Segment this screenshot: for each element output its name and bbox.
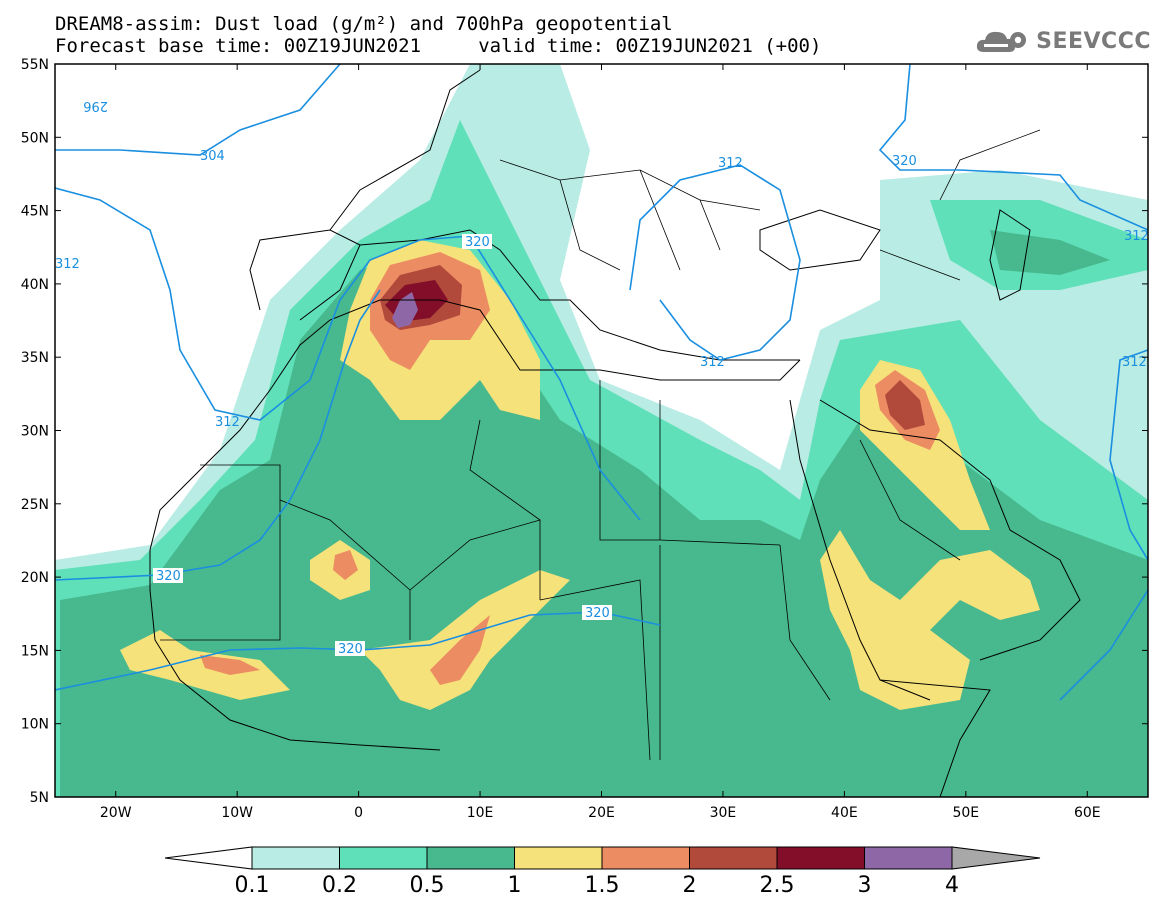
- lat-label: 40N: [21, 277, 49, 293]
- colorbar-label: 1.5: [585, 873, 620, 898]
- lat-label: 55N: [21, 57, 49, 73]
- lat-label: 20N: [21, 570, 49, 586]
- colorbar-over: [951, 846, 1041, 870]
- dust-level-1-5-niger: [430, 615, 490, 685]
- coast-arabia: [819, 399, 1081, 661]
- contour-label-312-iran: 312: [1122, 355, 1147, 370]
- contour-label-320-tunisia: 320: [465, 235, 490, 250]
- contour-304: [55, 64, 341, 156]
- colorbar-swatch: [514, 846, 603, 870]
- lon-label: 20W: [100, 805, 132, 821]
- colorbar: 0.1 0.2 0.5 1 1.5 2 2.5 3 4: [164, 846, 1041, 898]
- lat-label: 30N: [21, 424, 49, 440]
- colorbar-swatch: [426, 846, 515, 870]
- coast-north-africa: [380, 299, 801, 381]
- contour-label-320-ne: 320: [892, 154, 917, 169]
- lat-label: 50N: [21, 130, 49, 146]
- colorbar-under: [164, 846, 253, 870]
- contour-label-320-west: 320: [156, 569, 181, 584]
- contour-312-sw: [1059, 589, 1148, 701]
- lon-label: 60E: [1074, 805, 1101, 821]
- contour-labels: [153, 234, 612, 656]
- dust-level-1-5-mali: [333, 550, 358, 580]
- colorbar-label: 4: [945, 873, 959, 898]
- lat-label: 35N: [21, 350, 49, 366]
- map-title: DREAM8-assim: Dust load (g/m²) and 700hP…: [55, 13, 673, 35]
- colorbar-swatch: [776, 846, 865, 870]
- colorbar-label: 0.1: [235, 873, 270, 898]
- colorbar-swatch: [689, 846, 778, 870]
- contour-label-320-chad: 320: [585, 606, 610, 621]
- contour-label-312-med-s: 312: [700, 355, 725, 370]
- contour-312-med: [629, 164, 801, 361]
- coast-red-sea: [789, 399, 931, 701]
- colorbar-label: 2.5: [760, 873, 795, 898]
- contour-label-312-caspian: 312: [1124, 229, 1149, 244]
- coast-horn: [879, 679, 991, 797]
- dust-level-2-iraq: [885, 380, 925, 430]
- coast-caspian: [989, 209, 1031, 301]
- lon-label: 50E: [952, 805, 979, 821]
- forecast-time-line: Forecast base time: 00Z19JUN2021 valid t…: [55, 35, 822, 57]
- coast-med-north: [359, 229, 800, 361]
- dust-level-3-algeria: [392, 292, 418, 328]
- seevccc-logo: SEEVCCC: [974, 26, 1151, 56]
- contour-320-south: [55, 611, 661, 691]
- contour-312-east: [1109, 349, 1148, 561]
- contour-label-304: 304: [200, 149, 225, 164]
- lon-label: 0: [354, 805, 363, 821]
- colorbar-label: 1: [508, 873, 522, 898]
- coast-europe-north: [329, 69, 481, 231]
- lon-label: 20E: [588, 805, 615, 821]
- contour-312-west: [55, 187, 471, 421]
- lat-label: 5N: [30, 790, 49, 806]
- dust-level-0-5-caspian: [990, 230, 1110, 275]
- contour-label-312-west: 312: [215, 415, 240, 430]
- lat-label: 15N: [21, 643, 49, 659]
- logo-text: SEEVCCC: [1036, 28, 1151, 54]
- lon-label: 10E: [467, 805, 494, 821]
- contour-label-320-south: 320: [338, 642, 363, 657]
- contour-312-central: [469, 235, 641, 521]
- colorbar-swatch: [864, 846, 953, 870]
- lat-label: 45N: [21, 204, 49, 220]
- contour-label-320-far-west: 312: [55, 257, 80, 272]
- colorbar-label: 0.5: [410, 873, 445, 898]
- cloud-gear-icon: [977, 31, 1027, 52]
- dust-shading: [55, 64, 1148, 797]
- colorbar-label: 2: [683, 873, 697, 898]
- lat-label: 25N: [21, 497, 49, 513]
- axes: 55N 50N 45N 40N 35N 30N 25N 20N 15N 10N 5N 20W 10W 0 1…: [21, 57, 1148, 821]
- coast-black-sea: [759, 209, 881, 271]
- contour-320-ne: [878, 64, 1148, 231]
- contour-label-312-med-n: 312: [718, 156, 743, 171]
- colorbar-swatch: [601, 846, 690, 870]
- borders: [160, 129, 1041, 761]
- colorbar-label: 0.2: [322, 873, 357, 898]
- lat-label: 10N: [21, 717, 49, 733]
- lon-label: 10W: [221, 805, 253, 821]
- coastlines: [149, 69, 1081, 797]
- colorbar-label: 3: [858, 873, 872, 898]
- coast-west-africa-south: [149, 550, 441, 751]
- dust-level-1-5-sahel: [200, 655, 260, 675]
- lon-label: 40E: [831, 805, 858, 821]
- contour-label-296: 296: [83, 98, 108, 113]
- lon-label: 30E: [710, 805, 737, 821]
- colorbar-swatch: [251, 846, 340, 870]
- dust-level-1-arabia: [820, 530, 1040, 710]
- coast-west-africa: [149, 299, 381, 551]
- colorbar-swatch: [339, 846, 428, 870]
